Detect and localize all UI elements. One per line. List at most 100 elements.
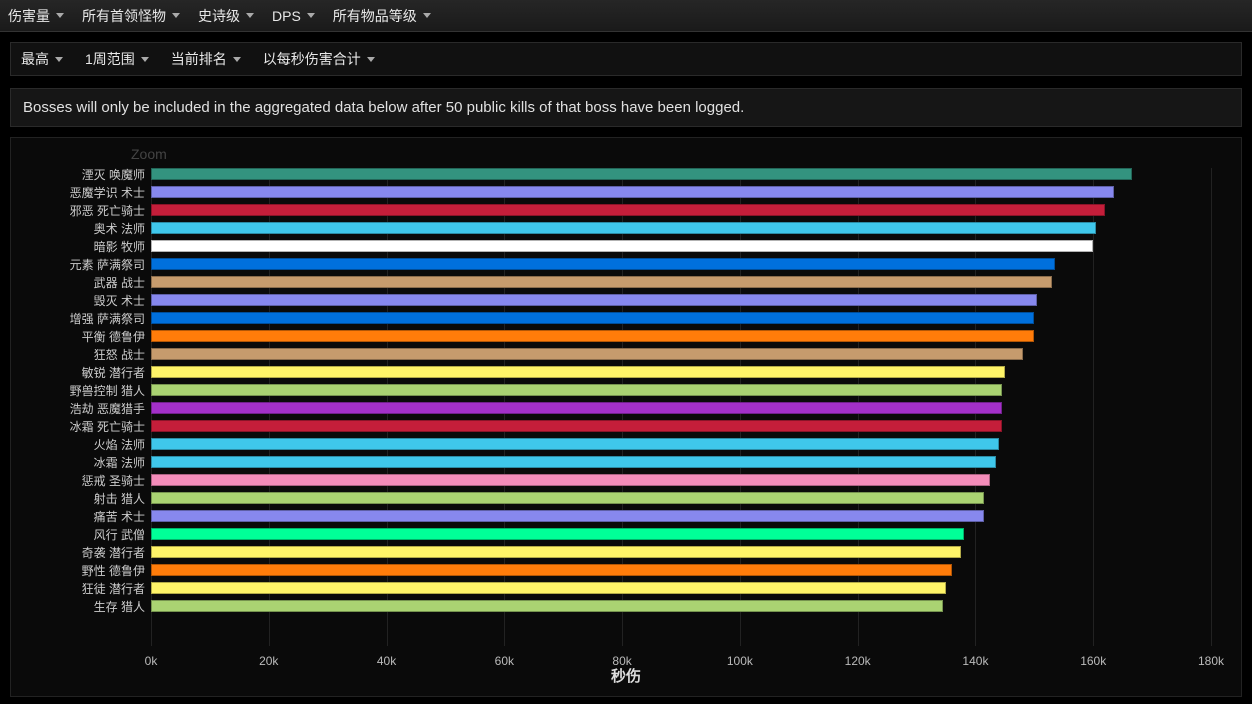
bar-fill <box>151 492 984 504</box>
filter-ilvl[interactable]: 所有物品等级 <box>333 6 431 26</box>
caret-icon <box>423 13 431 18</box>
bar-row[interactable]: 野兽控制 猎人 <box>151 384 1211 398</box>
bar-label: 增强 萨满祭司 <box>70 310 151 327</box>
caret-icon <box>307 13 315 18</box>
bar-row[interactable]: 浩劫 恶魔猎手 <box>151 402 1211 416</box>
bar-row[interactable]: 增强 萨满祭司 <box>151 312 1211 326</box>
bar-row[interactable]: 奇袭 潜行者 <box>151 546 1211 560</box>
bar-row[interactable]: 火焰 法师 <box>151 438 1211 452</box>
bar-fill <box>151 330 1034 342</box>
bar-label: 生存 猎人 <box>94 598 151 615</box>
caret-icon <box>172 13 180 18</box>
filter-label: 1周范围 <box>85 49 135 69</box>
filter-label: 当前排名 <box>171 49 227 69</box>
bar-label: 平衡 德鲁伊 <box>82 328 151 345</box>
bar-row[interactable]: 奥术 法师 <box>151 222 1211 236</box>
x-axis-title: 秒伤 <box>611 665 641 686</box>
bar-label: 痛苦 术士 <box>94 508 151 525</box>
bar-fill <box>151 204 1105 216</box>
filter-bosses[interactable]: 所有首领怪物 <box>82 6 180 26</box>
bar-fill <box>151 564 952 576</box>
bar-label: 湮灭 唤魔师 <box>82 166 151 183</box>
bar-label: 元素 萨满祭司 <box>70 256 151 273</box>
bar-fill <box>151 168 1132 180</box>
caret-icon <box>233 57 241 62</box>
bar-label: 敏锐 潜行者 <box>82 364 151 381</box>
filter-label: 所有物品等级 <box>333 6 417 26</box>
x-tick-label: 60k <box>495 654 514 668</box>
bar-row[interactable]: 恶魔学识 术士 <box>151 186 1211 200</box>
bar-row[interactable]: 野性 德鲁伊 <box>151 564 1211 578</box>
filter-label: 伤害量 <box>8 6 50 26</box>
bar-fill <box>151 582 946 594</box>
bar-row[interactable]: 惩戒 圣骑士 <box>151 474 1211 488</box>
x-tick-label: 20k <box>259 654 278 668</box>
filter-rank-type[interactable]: 最高 <box>21 49 63 69</box>
bar-row[interactable]: 平衡 德鲁伊 <box>151 330 1211 344</box>
zoom-label: Zoom <box>131 146 167 162</box>
bar-label: 狂怒 战士 <box>94 346 151 363</box>
bar-label: 冰霜 死亡骑士 <box>70 418 151 435</box>
x-tick-label: 120k <box>845 654 871 668</box>
grid-line <box>1211 168 1212 646</box>
x-tick-label: 180k <box>1198 654 1224 668</box>
bar-fill <box>151 438 999 450</box>
caret-icon <box>56 13 64 18</box>
bar-label: 邪恶 死亡骑士 <box>70 202 151 219</box>
bar-row[interactable]: 生存 猎人 <box>151 600 1211 614</box>
bar-fill <box>151 474 990 486</box>
bar-row[interactable]: 毁灭 术士 <box>151 294 1211 308</box>
bar-row[interactable]: 射击 猎人 <box>151 492 1211 506</box>
bar-row[interactable]: 暗影 牧师 <box>151 240 1211 254</box>
bar-label: 狂徒 潜行者 <box>82 580 151 597</box>
filter-aggregate[interactable]: 以每秒伤害合计 <box>263 49 375 69</box>
x-tick-label: 40k <box>377 654 396 668</box>
bar-label: 恶魔学识 术士 <box>70 184 151 201</box>
dps-chart: Zoom 0k20k40k60k80k100k120k140k160k180k湮… <box>10 137 1242 697</box>
bar-fill <box>151 276 1052 288</box>
bar-fill <box>151 258 1055 270</box>
caret-icon <box>55 57 63 62</box>
bar-row[interactable]: 冰霜 死亡骑士 <box>151 420 1211 434</box>
bar-label: 浩劫 恶魔猎手 <box>70 400 151 417</box>
bar-fill <box>151 240 1093 252</box>
bar-label: 惩戒 圣骑士 <box>82 472 151 489</box>
bar-fill <box>151 456 996 468</box>
bar-label: 冰霜 法师 <box>94 454 151 471</box>
bar-fill <box>151 294 1037 306</box>
bar-label: 野兽控制 猎人 <box>70 382 151 399</box>
bar-fill <box>151 366 1005 378</box>
bar-row[interactable]: 痛苦 术士 <box>151 510 1211 524</box>
bar-row[interactable]: 邪恶 死亡骑士 <box>151 204 1211 218</box>
filter-ranking[interactable]: 当前排名 <box>171 49 241 69</box>
x-tick-label: 160k <box>1080 654 1106 668</box>
notice-text: Bosses will only be included in the aggr… <box>23 99 744 116</box>
filter-label: DPS <box>272 8 301 24</box>
x-tick-label: 140k <box>962 654 988 668</box>
bar-row[interactable]: 狂怒 战士 <box>151 348 1211 362</box>
bar-row[interactable]: 冰霜 法师 <box>151 456 1211 470</box>
bar-fill <box>151 528 964 540</box>
bar-row[interactable]: 湮灭 唤魔师 <box>151 168 1211 182</box>
notice-banner: Bosses will only be included in the aggr… <box>10 88 1242 127</box>
filter-timeframe[interactable]: 1周范围 <box>85 49 149 69</box>
bar-fill <box>151 546 961 558</box>
caret-icon <box>367 57 375 62</box>
bar-row[interactable]: 敏锐 潜行者 <box>151 366 1211 380</box>
bar-label: 暗影 牧师 <box>94 238 151 255</box>
filter-metric[interactable]: 伤害量 <box>8 6 64 26</box>
filter-difficulty[interactable]: 史诗级 <box>198 6 254 26</box>
bar-fill <box>151 222 1096 234</box>
bar-label: 奥术 法师 <box>94 220 151 237</box>
bar-label: 火焰 法师 <box>94 436 151 453</box>
bar-row[interactable]: 狂徒 潜行者 <box>151 582 1211 596</box>
bar-row[interactable]: 风行 武僧 <box>151 528 1211 542</box>
bar-fill <box>151 348 1023 360</box>
bar-label: 毁灭 术士 <box>94 292 151 309</box>
bar-row[interactable]: 武器 战士 <box>151 276 1211 290</box>
filter-role[interactable]: DPS <box>272 8 315 24</box>
bar-row[interactable]: 元素 萨满祭司 <box>151 258 1211 272</box>
bar-fill <box>151 384 1002 396</box>
bar-fill <box>151 600 943 612</box>
plot-area: 0k20k40k60k80k100k120k140k160k180k湮灭 唤魔师… <box>151 168 1211 646</box>
